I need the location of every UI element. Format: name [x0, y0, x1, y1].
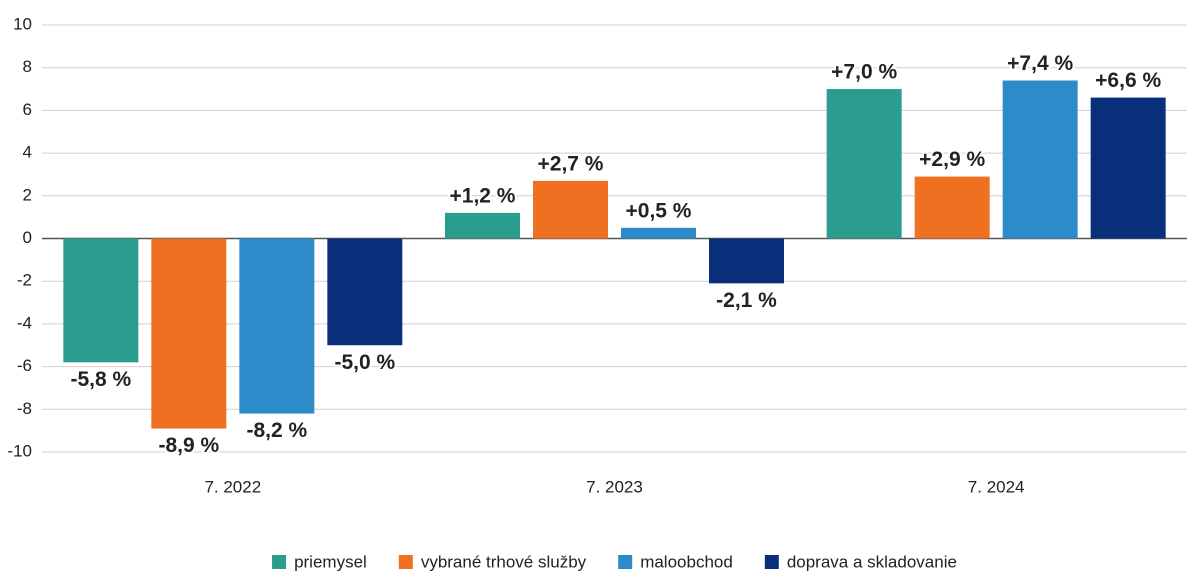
- bar: [621, 227, 696, 239]
- bar: [445, 212, 520, 239]
- value-label: +2,9 %: [919, 148, 985, 171]
- y-tick-label: 6: [23, 100, 32, 119]
- bar: [1002, 80, 1078, 239]
- value-label: -2,1 %: [716, 289, 777, 312]
- legend-label: doprava a skladovanie: [787, 552, 957, 571]
- legend-label: maloobchod: [640, 552, 733, 571]
- x-tick-label: 7. 2024: [968, 477, 1025, 496]
- legend-swatch: [272, 555, 287, 569]
- bar: [533, 180, 608, 239]
- value-label: -5,0 %: [334, 351, 395, 374]
- bar: [327, 238, 403, 346]
- bar: [709, 238, 784, 284]
- y-tick-label: 8: [23, 57, 32, 76]
- y-tick-label: -10: [7, 441, 32, 460]
- legend-swatch: [398, 555, 413, 569]
- y-tick-label: 2: [23, 185, 32, 204]
- y-tick-label: -6: [17, 356, 32, 375]
- value-label: -5,8 %: [70, 368, 131, 391]
- legend-swatch: [618, 555, 633, 569]
- value-label: +1,2 %: [450, 184, 516, 207]
- y-tick-label: -4: [17, 313, 32, 332]
- y-tick-label: -8: [17, 399, 32, 418]
- y-tick-label: 4: [23, 143, 32, 162]
- bar: [63, 238, 139, 363]
- legend-label: priemysel: [294, 552, 367, 571]
- x-tick-label: 7. 2022: [204, 477, 261, 496]
- value-label: +7,0 %: [831, 61, 897, 84]
- value-label: +7,4 %: [1007, 52, 1073, 75]
- y-tick-label: -2: [17, 271, 32, 290]
- value-label: +0,5 %: [626, 199, 692, 222]
- value-label: +6,6 %: [1095, 69, 1161, 92]
- legend-swatch: [764, 555, 779, 569]
- value-label: -8,9 %: [158, 434, 219, 457]
- legend-label: vybrané trhové služby: [421, 552, 587, 571]
- value-label: -8,2 %: [246, 419, 307, 442]
- x-tick-label: 7. 2023: [586, 477, 643, 496]
- bar: [826, 89, 902, 239]
- y-tick-label: 10: [13, 14, 32, 33]
- bar: [151, 238, 227, 429]
- value-label: +2,7 %: [538, 152, 604, 175]
- y-tick-label: 0: [23, 228, 32, 247]
- bar: [1090, 97, 1166, 239]
- bar: [914, 176, 990, 239]
- bar: [239, 238, 315, 414]
